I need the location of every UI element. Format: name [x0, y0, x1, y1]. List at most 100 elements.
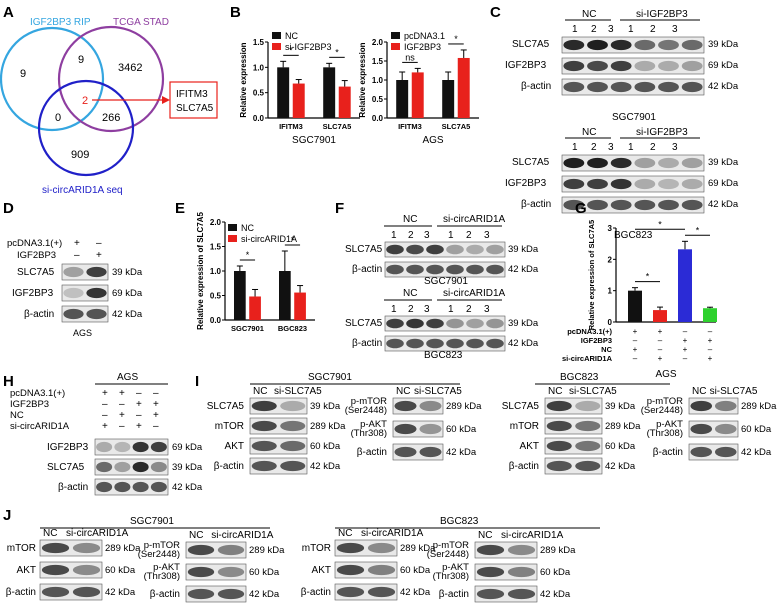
i-sgc-r-blot-pmtor	[392, 397, 444, 415]
i-sgc-r-mw-bactin: 42 kDa	[446, 447, 477, 458]
j-bgc-r-label-pmtor-a: p-mTOR	[433, 540, 469, 551]
h-sign-pcdna-3: –	[136, 388, 142, 399]
i-sgc-r-label-pmtor-a: p-mTOR	[351, 396, 387, 407]
venn-label-seq: si-circARID1A seq	[42, 185, 123, 196]
i-sgc-l-label-slc7a5: SLC7A5	[207, 401, 245, 412]
j-bgc-r-label-bactin: β-actin	[439, 589, 469, 600]
h-cell-line: AGS	[117, 372, 138, 383]
i-bgc-l-label-akt: AKT	[520, 441, 539, 452]
i-sgc-l-blot-mtor	[249, 417, 308, 435]
d-blot-slc7a5	[61, 263, 109, 281]
f2-header-nc: NC	[403, 288, 417, 299]
c2-blot-igf2bp3-band	[563, 178, 585, 190]
h-blot-bactin-frame	[94, 478, 169, 496]
g-pair-34-sig: *	[696, 225, 700, 235]
g-ytick-label: 1	[608, 287, 613, 296]
i-sgc-l-blot-bactin	[249, 457, 308, 475]
h-blot-slc7a5-band	[96, 461, 113, 473]
c1-lane-5: 2	[650, 24, 656, 35]
j-bgc-r-head-nc: NC	[478, 530, 492, 541]
d-mw-bactin: 42 kDa	[112, 309, 143, 320]
j-sgc-l-label-mtor: mTOR	[7, 543, 36, 554]
i-sgc-r-blot-pakt	[392, 420, 444, 438]
i-bgc-r-blot-pakt-band	[714, 423, 737, 435]
f1-blot-slc7a5-band	[446, 244, 464, 255]
i-sgc-r-blot-bactin-band	[419, 446, 442, 458]
i-sgc-l-label-mtor: mTOR	[215, 421, 244, 432]
c1-lane-6: 3	[672, 24, 678, 35]
c1-lane-3: 3	[608, 24, 614, 35]
c1-blot-bactin-band	[563, 81, 585, 93]
c2-cell-line: BGC823	[614, 230, 653, 241]
venn-label-rip: IGF2BP3 RIP	[30, 17, 91, 28]
d-blot-slc7a5-band	[63, 266, 84, 278]
f1-lane-3: 3	[424, 230, 430, 241]
c1-blot-igf2bp3-band	[658, 60, 679, 72]
i-sgc-r-blot-pakt-band	[394, 423, 417, 435]
panel-i: I SGC7901 BGC823 NC si-SLC7A5 SLC7A5 39 kDa…	[195, 372, 777, 475]
b1-ytick-label: 1.5	[253, 38, 265, 47]
j-sgc-l-blot-bactin	[39, 583, 103, 601]
f1-label-slc7a5: SLC7A5	[345, 244, 383, 255]
i-sgc-l-label-bactin: β-actin	[214, 461, 244, 472]
b2-cat-1-sig: ns	[405, 52, 415, 62]
i-bgc-r-label-pakt-b: (Thr308)	[647, 428, 683, 439]
h-blot-bactin-band	[150, 481, 167, 493]
f2-lane-3: 3	[424, 304, 430, 315]
i-bgc-r-blot-pmtor-band	[690, 400, 713, 412]
h-blot-slc7a5-band	[150, 461, 167, 473]
f1-header-si: si-circARID1A	[443, 214, 506, 225]
f1-blot-bactin-band	[426, 264, 444, 275]
e-ytick-label: 2.0	[210, 218, 222, 227]
c1-blot-slc7a5-band	[587, 39, 608, 51]
f1-blot-slc7a5-band	[486, 244, 504, 255]
venn-circle-rip	[0, 26, 105, 132]
chart-b-left: 0.0 0.5 1.0 1.5 Relative expression IFITM3 * SL…	[239, 31, 360, 146]
i-bgc-l-blot-akt-band	[546, 440, 572, 452]
e-legend-label: NC	[241, 223, 254, 233]
c1-blot-slc7a5-band	[634, 39, 656, 51]
i-sgc-l-blot-mtor-band	[251, 420, 277, 432]
i-bgc-r-head-si: si-SLC7A5	[710, 386, 758, 397]
i-bgc-r-blot-bactin-band	[714, 446, 737, 458]
i-bgc-l-blot-slc7a5-band	[546, 400, 572, 412]
c1-mw-42: 42 kDa	[708, 81, 739, 92]
f2-mw-39: 39 kDa	[508, 318, 539, 329]
i-bgc-l-mw-mtor: 289 kDa	[605, 421, 641, 432]
i-bgc-r-blot-pmtor-band	[714, 400, 737, 412]
b2-bar-1-1	[396, 80, 409, 118]
g-sign-2-2: –	[658, 336, 663, 345]
i-sgc-r-label-bactin: β-actin	[357, 447, 387, 458]
g-pair-13-sig: *	[658, 219, 662, 229]
h-blot-igf2bp3	[94, 438, 169, 456]
g-xlabel: AGS	[655, 369, 676, 380]
c1-blot-igf2bp3	[561, 57, 705, 75]
venn-gene-2: SLC7A5	[176, 103, 214, 114]
j-bgc-r-mw-pakt: 60 kDa	[540, 567, 571, 578]
h-label-slc7a5: SLC7A5	[47, 462, 85, 473]
panel-label-a: A	[3, 4, 14, 21]
j-bgc-l-label-akt: AKT	[312, 565, 331, 576]
panel-label-d: D	[3, 200, 14, 217]
c2-lane-3: 3	[608, 142, 614, 153]
i-sgc-r-mw-pakt: 60 kDa	[446, 424, 477, 435]
i-bgc-r-label-bactin: β-actin	[653, 447, 683, 458]
c2-blot-igf2bp3-band	[681, 178, 703, 190]
j-bgc-l-blot-mtor-band	[367, 542, 396, 554]
f1-lane-4: 1	[448, 230, 454, 241]
c2-blot-slc7a5-band	[658, 157, 679, 169]
j-bgc-l-mw-akt: 60 kDa	[400, 565, 431, 576]
panel-j: J SGC7901 BGC823 NC si-circARID1A mTOR 289 …	[3, 507, 600, 603]
c2-label-bactin: β-actin	[521, 199, 551, 210]
f2-blot-slc7a5-band	[486, 318, 504, 329]
d-mw-slc7a5: 39 kDa	[112, 267, 143, 278]
h-blot-igf2bp3-band	[150, 441, 167, 453]
j-sgc-r-blot-pmtor-band	[217, 544, 245, 556]
j-sgc-r-label-pmtor-b: (Ser2448)	[138, 549, 180, 560]
b2-bar-2-1	[442, 80, 455, 118]
h-sign-igf2bp3-1: –	[102, 399, 108, 410]
j-sgc-r-blot-bactin	[185, 585, 247, 603]
venn-count-tcga-seq: 266	[102, 112, 120, 124]
g-cond-2: IGF2BP3	[581, 336, 612, 345]
